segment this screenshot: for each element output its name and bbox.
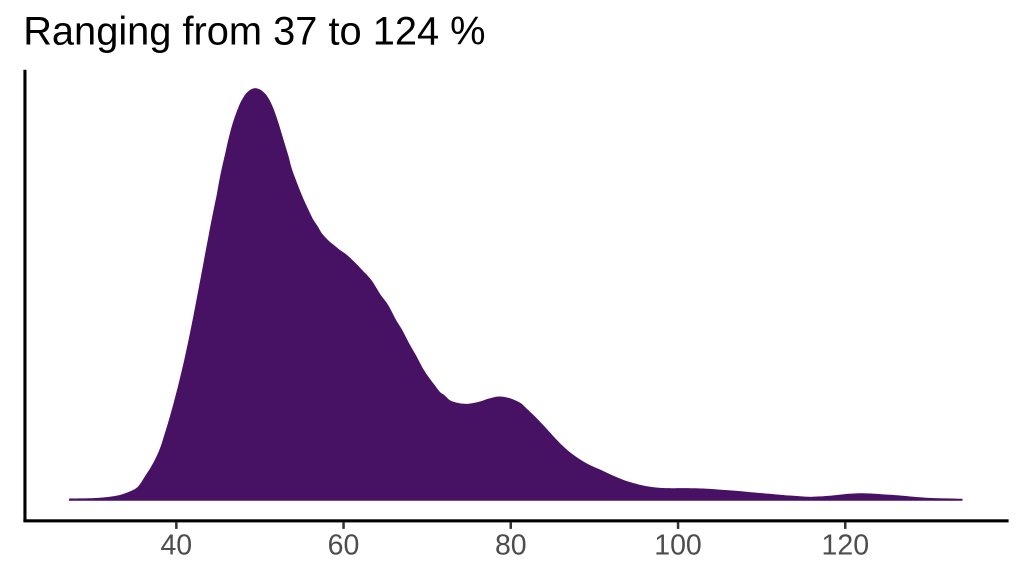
svg-text:60: 60	[328, 530, 360, 562]
svg-text:100: 100	[654, 530, 702, 562]
svg-text:40: 40	[160, 530, 192, 562]
svg-text:120: 120	[822, 530, 870, 562]
svg-text:Ranging from 37 to 124 %: Ranging from 37 to 124 %	[23, 10, 485, 54]
svg-text:80: 80	[495, 530, 527, 562]
